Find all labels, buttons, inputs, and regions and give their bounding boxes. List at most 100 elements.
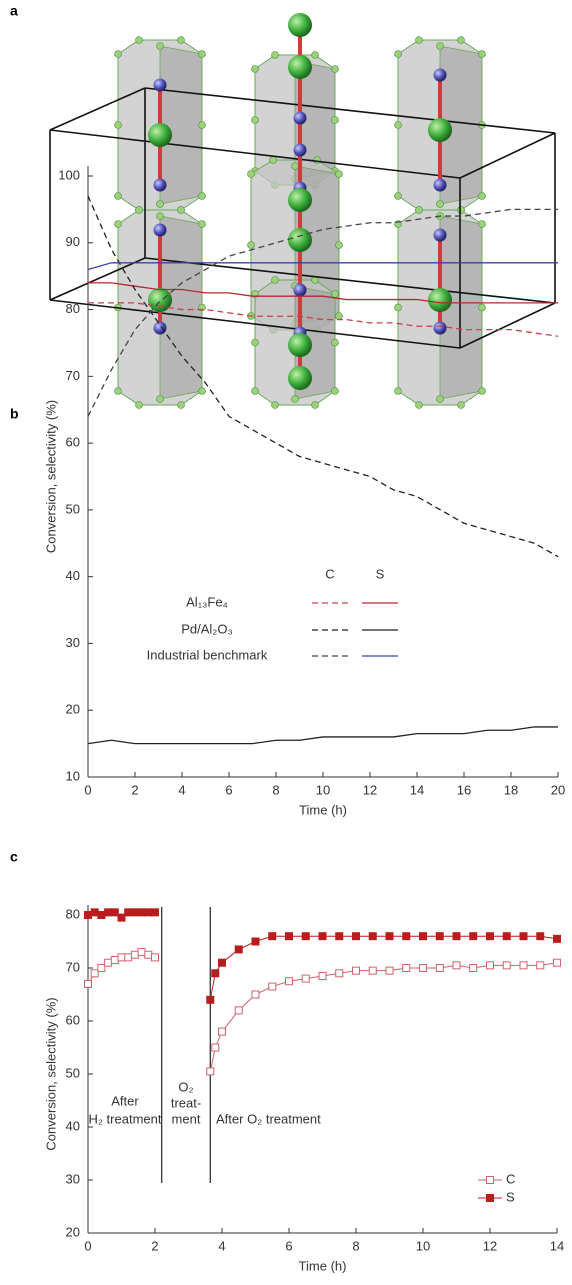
y-tick-label: 60 bbox=[66, 435, 80, 450]
cell-edge bbox=[145, 88, 555, 133]
marker bbox=[131, 909, 138, 916]
y-tick-label: 80 bbox=[66, 906, 80, 921]
y-tick-label: 50 bbox=[66, 501, 80, 516]
cell-edge bbox=[145, 258, 555, 303]
al-atom bbox=[458, 207, 465, 214]
x-tick-label: 12 bbox=[483, 1238, 497, 1253]
fe-atom bbox=[288, 13, 312, 37]
marker bbox=[207, 1068, 214, 1075]
al-atom bbox=[336, 242, 343, 249]
marker bbox=[152, 954, 159, 961]
al-atom bbox=[157, 43, 164, 50]
al-atom bbox=[332, 66, 339, 73]
legend-column: S bbox=[376, 566, 385, 581]
al-atom bbox=[136, 207, 143, 214]
pd-atom bbox=[154, 224, 167, 237]
al-atom bbox=[199, 193, 206, 200]
annotation: ment bbox=[172, 1111, 201, 1126]
fe-atom bbox=[148, 288, 172, 312]
y-tick-label: 70 bbox=[66, 368, 80, 383]
annotation: treat- bbox=[171, 1095, 201, 1110]
x-tick-label: 6 bbox=[225, 782, 232, 797]
al-atom bbox=[252, 388, 259, 395]
y-tick-label: 90 bbox=[66, 234, 80, 249]
marker bbox=[353, 967, 360, 974]
crystal-structure bbox=[50, 13, 555, 409]
marker bbox=[252, 991, 259, 998]
al-atom bbox=[479, 221, 486, 228]
al-atom bbox=[332, 339, 339, 346]
al-atom bbox=[458, 37, 465, 44]
al-atom bbox=[292, 163, 299, 170]
x-tick-label: 14 bbox=[410, 782, 424, 797]
marker bbox=[125, 954, 132, 961]
y-tick-label: 30 bbox=[66, 635, 80, 650]
pd-atom bbox=[154, 79, 167, 92]
marker bbox=[98, 912, 105, 919]
legend-label: Pd/Al₂O₃ bbox=[181, 621, 233, 636]
marker bbox=[235, 1007, 242, 1014]
pd-atom bbox=[154, 322, 167, 335]
pd-atom bbox=[294, 112, 307, 125]
annotation: H₂ treatment bbox=[89, 1111, 162, 1126]
al-atom bbox=[115, 122, 122, 129]
x-tick-label: 2 bbox=[131, 782, 138, 797]
marker bbox=[503, 962, 510, 969]
al-atom bbox=[199, 221, 206, 228]
fe-atom bbox=[288, 188, 312, 212]
marker bbox=[145, 951, 152, 958]
al-atom bbox=[270, 157, 277, 164]
al-atom bbox=[395, 122, 402, 129]
panel-label: a bbox=[10, 3, 18, 19]
marker bbox=[336, 970, 343, 977]
marker bbox=[105, 959, 112, 966]
fe-atom bbox=[428, 118, 452, 142]
x-tick-label: 10 bbox=[316, 782, 330, 797]
al-atom bbox=[336, 313, 343, 320]
x-tick-label: 10 bbox=[416, 1238, 430, 1253]
al-atom bbox=[252, 339, 259, 346]
x-tick-label: 8 bbox=[352, 1238, 359, 1253]
al-atom bbox=[252, 117, 259, 124]
al-atom bbox=[178, 37, 185, 44]
marker bbox=[111, 957, 118, 964]
al-atom bbox=[272, 402, 279, 409]
x-tick-label: 12 bbox=[363, 782, 377, 797]
al-atom bbox=[437, 43, 444, 50]
al-atom bbox=[416, 207, 423, 214]
legend-label: S bbox=[506, 1189, 515, 1204]
pd-atom bbox=[294, 144, 307, 157]
marker bbox=[302, 975, 309, 982]
al-atom bbox=[395, 304, 402, 311]
marker bbox=[403, 965, 410, 972]
al-atom bbox=[437, 396, 444, 403]
fe-atom bbox=[428, 288, 452, 312]
al-atom bbox=[252, 66, 259, 73]
al-atom bbox=[157, 213, 164, 220]
marker bbox=[125, 909, 132, 916]
pd-atom bbox=[154, 179, 167, 192]
marker bbox=[269, 983, 276, 990]
marker bbox=[319, 933, 326, 940]
al-atom bbox=[157, 396, 164, 403]
legend-column: C bbox=[325, 566, 334, 581]
al-atom bbox=[395, 388, 402, 395]
marker bbox=[403, 933, 410, 940]
al-atom bbox=[479, 388, 486, 395]
al-atom bbox=[395, 51, 402, 58]
pd-atom bbox=[434, 179, 447, 192]
marker bbox=[369, 967, 376, 974]
marker bbox=[219, 1028, 226, 1035]
al-atom bbox=[416, 37, 423, 44]
marker bbox=[85, 980, 92, 987]
al-atom bbox=[395, 193, 402, 200]
x-tick-label: 4 bbox=[218, 1238, 225, 1253]
marker bbox=[537, 962, 544, 969]
marker bbox=[420, 965, 427, 972]
marker bbox=[286, 933, 293, 940]
marker bbox=[554, 959, 561, 966]
fe-atom bbox=[148, 123, 172, 147]
marker bbox=[138, 949, 145, 956]
marker bbox=[386, 933, 393, 940]
marker bbox=[98, 965, 105, 972]
